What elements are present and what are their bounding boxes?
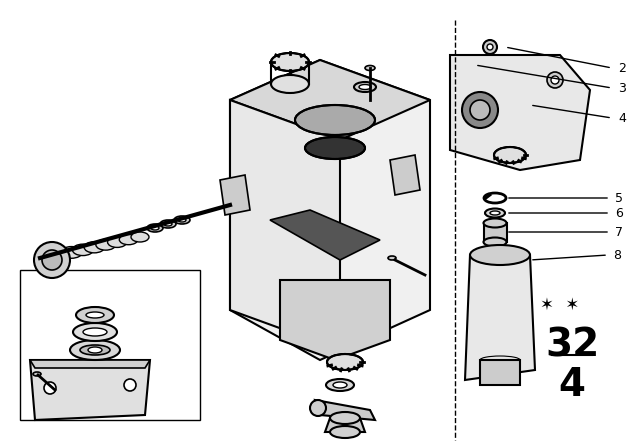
Ellipse shape [305,137,365,159]
Ellipse shape [151,226,159,230]
Circle shape [124,379,136,391]
Ellipse shape [359,85,371,90]
Text: 6: 6 [615,207,623,220]
Circle shape [483,40,497,54]
Ellipse shape [330,412,360,424]
Circle shape [487,44,493,50]
Ellipse shape [271,53,309,71]
Polygon shape [220,175,250,215]
Ellipse shape [80,345,110,355]
Text: 7: 7 [615,225,623,238]
Ellipse shape [354,82,376,92]
Circle shape [310,400,326,416]
Ellipse shape [388,256,396,260]
Ellipse shape [483,237,506,246]
Polygon shape [30,360,150,420]
Ellipse shape [83,328,107,336]
Polygon shape [450,55,590,170]
Polygon shape [325,418,365,432]
Ellipse shape [61,246,82,258]
Polygon shape [315,400,375,420]
Polygon shape [390,155,420,195]
Ellipse shape [131,232,149,242]
Ellipse shape [73,323,117,341]
Ellipse shape [88,347,102,353]
Circle shape [44,382,56,394]
Ellipse shape [70,340,120,360]
Ellipse shape [72,244,93,255]
Polygon shape [230,60,430,140]
Ellipse shape [327,354,363,370]
Ellipse shape [490,211,500,215]
Polygon shape [230,100,340,350]
Polygon shape [280,280,390,360]
Circle shape [470,100,490,120]
Ellipse shape [147,224,163,232]
Circle shape [462,92,498,128]
Ellipse shape [49,249,71,261]
Polygon shape [30,360,150,368]
Ellipse shape [365,65,375,70]
Ellipse shape [96,239,116,250]
Text: 32: 32 [545,326,599,364]
Ellipse shape [326,379,354,391]
Polygon shape [270,210,380,260]
Circle shape [547,72,563,88]
Circle shape [551,76,559,84]
Text: ✶  ✶: ✶ ✶ [540,296,580,314]
Ellipse shape [178,218,186,222]
Ellipse shape [485,208,505,217]
Ellipse shape [119,234,138,245]
Ellipse shape [295,105,375,135]
Ellipse shape [271,75,309,93]
Text: 2: 2 [618,61,626,74]
Circle shape [34,242,70,278]
Ellipse shape [84,242,104,253]
Text: 5: 5 [615,191,623,204]
Polygon shape [484,223,507,242]
Polygon shape [230,60,430,360]
Ellipse shape [330,426,360,438]
Ellipse shape [470,245,530,265]
Circle shape [42,250,62,270]
Ellipse shape [86,312,104,318]
Ellipse shape [333,382,347,388]
Ellipse shape [483,219,506,228]
Ellipse shape [76,307,114,323]
Text: 3: 3 [618,82,626,95]
Ellipse shape [494,147,526,163]
Text: 4: 4 [559,366,586,404]
Ellipse shape [174,216,190,224]
Ellipse shape [33,372,41,376]
Ellipse shape [160,220,176,228]
Polygon shape [465,255,535,380]
Polygon shape [480,360,520,385]
Text: 8: 8 [613,249,621,262]
Ellipse shape [164,222,172,226]
Ellipse shape [108,237,127,247]
Text: 4: 4 [618,112,626,125]
